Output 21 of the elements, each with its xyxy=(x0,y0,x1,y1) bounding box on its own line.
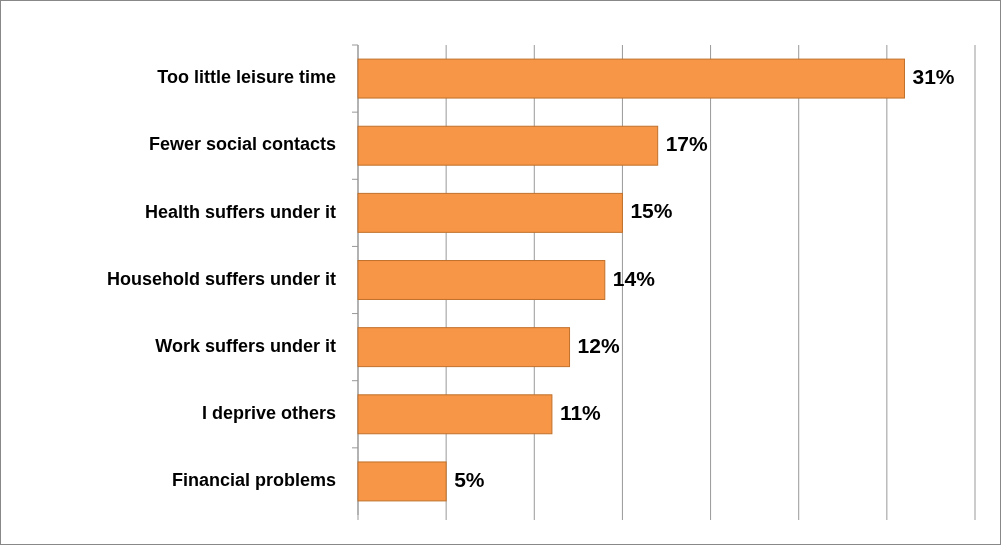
data-label: 14% xyxy=(612,266,656,290)
bar xyxy=(357,58,905,99)
y-tick-label: Health suffers under it xyxy=(144,201,336,222)
y-tick-label: Financial problems xyxy=(171,470,336,491)
bar xyxy=(357,125,659,166)
y-tick-label: Too little leisure time xyxy=(157,67,336,88)
bar xyxy=(357,192,623,233)
data-label: 11% xyxy=(559,400,602,424)
data-label: 17% xyxy=(665,132,709,156)
y-tick-label: Household suffers under it xyxy=(106,268,336,289)
y-tick-label: Work suffers under it xyxy=(155,335,336,356)
bar xyxy=(357,260,606,300)
bar xyxy=(357,327,571,368)
bar xyxy=(357,461,447,502)
y-tick-label: Fewer social contacts xyxy=(148,134,336,155)
data-label: 5% xyxy=(454,467,485,491)
data-label: 15% xyxy=(630,199,673,223)
bar xyxy=(357,394,553,435)
y-tick-label: I deprive others xyxy=(201,403,336,424)
data-label: 12% xyxy=(577,333,620,357)
data-label: 31% xyxy=(912,65,955,89)
